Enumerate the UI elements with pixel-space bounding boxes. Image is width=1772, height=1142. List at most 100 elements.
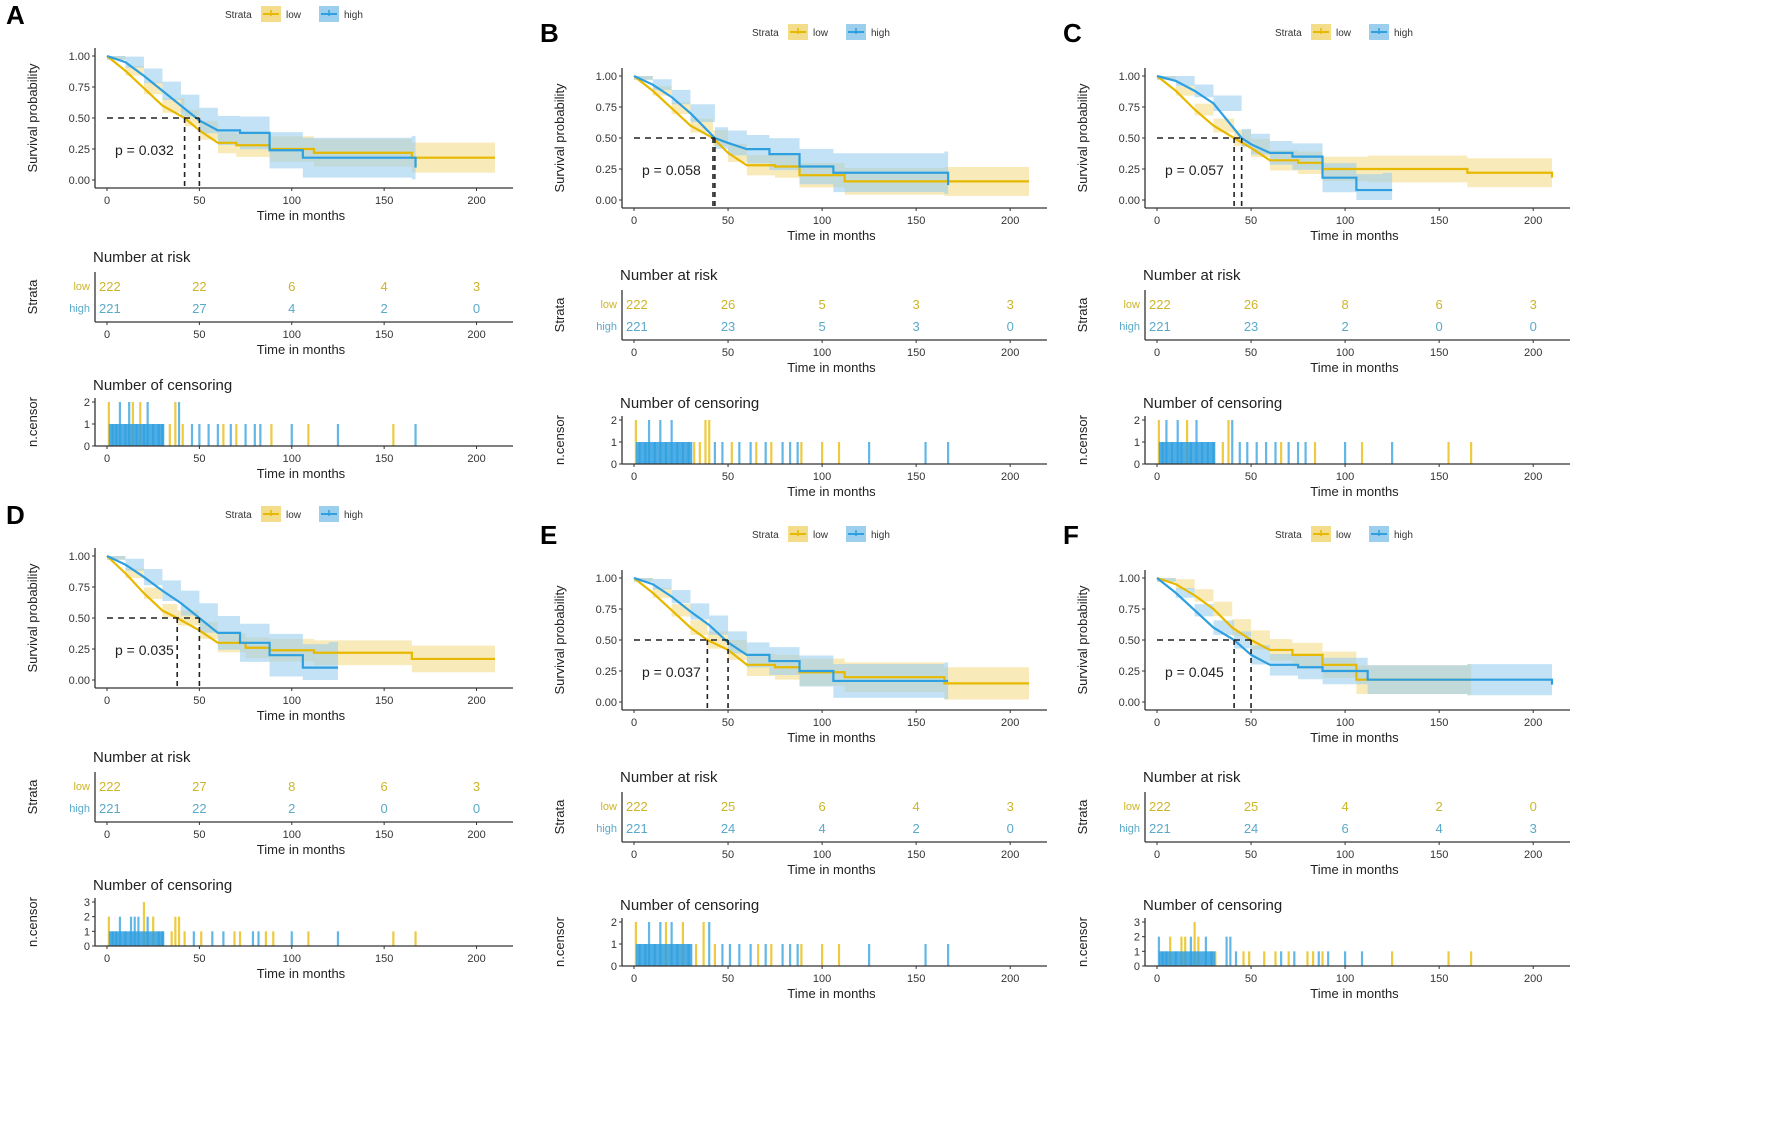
x-tick-label: 0 bbox=[1154, 717, 1160, 729]
censor-bar-high bbox=[764, 442, 767, 464]
panel-letter: D bbox=[6, 500, 25, 530]
legend-label-low: low bbox=[813, 28, 829, 39]
risk-table-title: Number at risk bbox=[93, 249, 191, 266]
censor-bar-high bbox=[1234, 951, 1238, 966]
censor-bar-high bbox=[1158, 951, 1216, 966]
censor-bar-high bbox=[1296, 442, 1300, 464]
censor-x-tick-label: 200 bbox=[467, 453, 485, 465]
censor-bar-low bbox=[1169, 936, 1172, 966]
p-value: p = 0.058 bbox=[642, 162, 701, 178]
y-tick-label: 0.00 bbox=[596, 195, 617, 207]
risk-count: 222 bbox=[626, 297, 648, 312]
censor-bar-low bbox=[1306, 951, 1309, 966]
legend-label-low: low bbox=[1336, 28, 1352, 39]
censor-bar-high bbox=[1225, 936, 1228, 966]
x-axis-title: Time in months bbox=[257, 208, 346, 223]
risk-count: 8 bbox=[288, 779, 295, 794]
y-tick-label: 0.75 bbox=[69, 582, 90, 594]
survival-curve-high bbox=[106, 555, 338, 669]
panel-c: C Strata low high p = 0.057 0.00 0.25 0.50 0.75 1… bbox=[1063, 18, 1643, 578]
censor-y-axis-title: n.censor bbox=[552, 916, 567, 967]
censor-x-tick-label: 0 bbox=[1154, 471, 1160, 483]
risk-row-label-low: low bbox=[73, 781, 90, 793]
censor-bar-high bbox=[868, 944, 871, 966]
risk-x-tick-label: 150 bbox=[375, 829, 393, 841]
censor-bar-low bbox=[755, 442, 758, 464]
survival-curve-low bbox=[633, 75, 1029, 183]
censor-x-axis-title: Time in months bbox=[787, 484, 876, 499]
censor-bar-high bbox=[1229, 936, 1232, 966]
censor-bar-low bbox=[392, 424, 395, 446]
legend: Strata low high bbox=[225, 506, 363, 522]
risk-x-tick-label: 100 bbox=[813, 849, 831, 861]
censor-x-tick-label: 200 bbox=[1524, 973, 1542, 985]
censor-x-tick-label: 150 bbox=[907, 973, 925, 985]
censor-y-tick-label: 3 bbox=[84, 897, 90, 909]
censor-bar-low bbox=[1447, 442, 1450, 464]
risk-count: 3 bbox=[473, 279, 480, 294]
risk-row-label-high: high bbox=[596, 321, 617, 333]
censor-bar-high bbox=[336, 931, 340, 946]
risk-x-tick-label: 100 bbox=[813, 347, 831, 359]
risk-x-tick-label: 50 bbox=[1245, 347, 1257, 359]
x-axis-title: Time in months bbox=[1310, 730, 1399, 745]
risk-count: 27 bbox=[192, 779, 206, 794]
censor-bar-low bbox=[170, 931, 173, 946]
censor-y-tick-label: 0 bbox=[1134, 459, 1140, 471]
censor-x-tick-label: 0 bbox=[1154, 973, 1160, 985]
censor-bar-low bbox=[704, 420, 707, 464]
censor-bar-low bbox=[1193, 922, 1196, 966]
censor-bar-high bbox=[1304, 442, 1307, 464]
censor-bar-high bbox=[1287, 442, 1290, 464]
risk-x-tick-label: 0 bbox=[631, 849, 637, 861]
censor-bar-high bbox=[1343, 951, 1347, 966]
risk-count: 22 bbox=[192, 279, 206, 294]
censor-bar-low bbox=[1470, 442, 1473, 464]
risk-x-axis-title: Time in months bbox=[257, 842, 346, 857]
risk-row-label-low: low bbox=[600, 801, 617, 813]
risk-x-axis-title: Time in months bbox=[257, 342, 346, 357]
censor-bar-high bbox=[1293, 951, 1296, 966]
km-plot: p = 0.037 0.00 0.25 0.50 0.75 1.00 0 50 100 150 20… bbox=[552, 570, 1047, 745]
censor-x-tick-label: 200 bbox=[1001, 973, 1019, 985]
p-value: p = 0.037 bbox=[642, 664, 701, 680]
censor-bar-high bbox=[216, 424, 219, 446]
risk-count: 0 bbox=[473, 301, 480, 316]
censor-bar-low bbox=[1321, 951, 1324, 966]
censor-bar-high bbox=[764, 944, 767, 966]
risk-count: 0 bbox=[1007, 319, 1014, 334]
y-axis-title: Survival probability bbox=[25, 563, 40, 673]
x-tick-label: 150 bbox=[375, 695, 393, 707]
y-tick-label: 0.25 bbox=[69, 144, 90, 156]
censor-x-tick-label: 150 bbox=[375, 953, 393, 965]
legend-label-high: high bbox=[871, 530, 890, 541]
censor-bar-high bbox=[190, 424, 194, 446]
censor-bar-low bbox=[200, 931, 203, 946]
y-tick-label: 0.25 bbox=[1119, 666, 1140, 678]
censor-y-tick-label: 0 bbox=[611, 459, 617, 471]
x-axis-title: Time in months bbox=[1310, 228, 1399, 243]
x-tick-label: 100 bbox=[813, 717, 831, 729]
legend-label-high: high bbox=[1394, 530, 1413, 541]
censoring-title: Number of censoring bbox=[1143, 395, 1282, 412]
censor-y-tick-label: 1 bbox=[611, 939, 617, 951]
censor-bar-high bbox=[781, 442, 784, 464]
y-tick-label: 1.00 bbox=[1119, 71, 1140, 83]
risk-x-axis-title: Time in months bbox=[1310, 862, 1399, 877]
y-tick-label: 1.00 bbox=[596, 573, 617, 585]
x-axis-title: Time in months bbox=[787, 730, 876, 745]
p-value: p = 0.057 bbox=[1165, 162, 1224, 178]
legend-label-low: low bbox=[1336, 530, 1352, 541]
censor-bar-high bbox=[414, 424, 417, 446]
risk-table-title: Number at risk bbox=[93, 749, 191, 766]
x-tick-label: 150 bbox=[907, 717, 925, 729]
p-value: p = 0.045 bbox=[1165, 664, 1224, 680]
censor-bar-high bbox=[924, 442, 927, 464]
legend: Strata low high bbox=[225, 6, 363, 22]
censor-bar-low bbox=[174, 402, 177, 446]
censor-bar-high bbox=[290, 424, 293, 446]
censor-bar-high bbox=[796, 944, 799, 966]
censor-bar-high bbox=[1343, 442, 1347, 464]
censor-bar-high bbox=[1255, 442, 1258, 464]
